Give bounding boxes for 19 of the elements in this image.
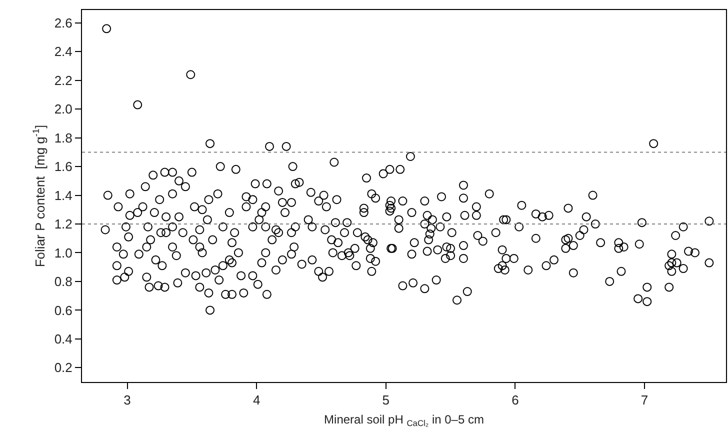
y-tick-label: 2.4 [54,44,72,60]
x-tick-label: 5 [382,392,390,408]
x-axis-title: Mineral soil pH $_{CaCl₂}$ in 0–5 cm [324,412,484,428]
y-tick-label: 0.4 [54,331,72,346]
y-tick-label: 1.4 [54,188,72,203]
y-tick-label: 2.2 [54,72,72,88]
y-tick-label: 0.8 [54,274,72,290]
y-tick-label: 1.0 [54,245,72,260]
y-tick-label: 1.6 [54,159,72,174]
y-tick-label: 0.2 [54,360,72,376]
y-tick-label: 2.0 [54,102,72,117]
x-tick-label: 3 [124,392,131,408]
y-tick-label: 0.6 [54,302,72,318]
x-tick-label: 4 [252,392,260,408]
y-tick-label: 2.6 [54,15,72,30]
x-tick-label: 7 [640,392,648,408]
x-tick-label: 6 [512,392,519,408]
y-tick-label: 1.8 [54,130,72,146]
y-tick-label: 1.2 [54,216,72,232]
